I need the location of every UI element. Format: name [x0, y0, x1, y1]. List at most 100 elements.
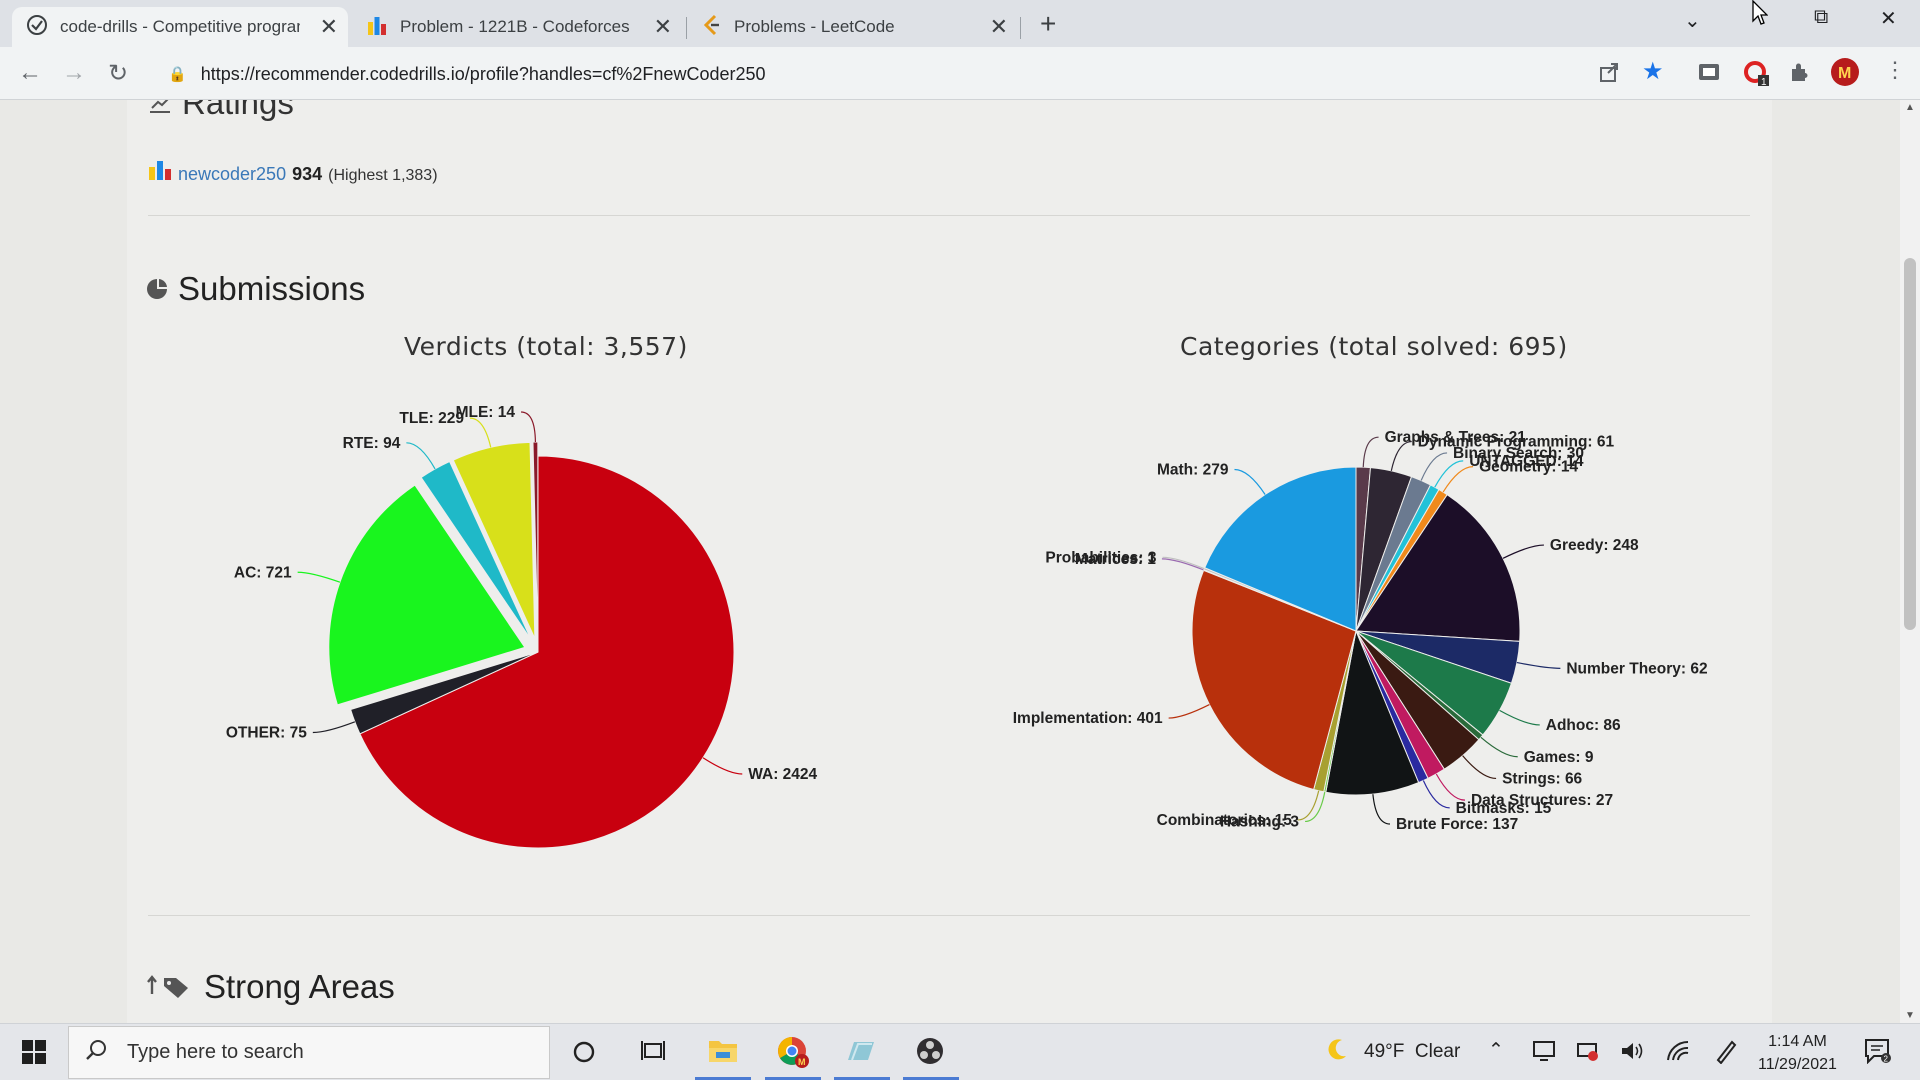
volume-icon[interactable]: [1620, 1040, 1644, 1067]
label-connector: [1480, 736, 1518, 758]
label-connector: [1499, 709, 1540, 726]
profile-icon[interactable]: M: [1830, 57, 1860, 87]
url-text: https://recommender.codedrills.io/profil…: [200, 63, 766, 84]
category-label: Greedy: 248: [1550, 537, 1639, 554]
taskbar-search[interactable]: Type here to search: [68, 1026, 550, 1079]
ratings-heading: Ratings: [148, 100, 294, 122]
category-label: Brute Force: 137: [1396, 816, 1518, 833]
verdict-slice[interactable]: [452, 441, 536, 639]
cortana-icon[interactable]: [572, 1040, 596, 1069]
puzzle-extensions-icon[interactable]: [1788, 61, 1812, 85]
scroll-down-icon[interactable]: ▼: [1905, 1010, 1915, 1021]
close-tab-icon[interactable]: ✕: [653, 14, 672, 39]
label-connector: [1234, 468, 1266, 495]
leetcode-icon: [702, 14, 722, 41]
label-connector: [1422, 780, 1450, 809]
close-tab-icon[interactable]: ✕: [319, 14, 338, 39]
scroll-up-icon[interactable]: ▲: [1905, 102, 1915, 113]
category-label: Math: 279: [1157, 462, 1229, 479]
restore-window-icon[interactable]: ⧉: [1814, 6, 1829, 28]
category-label: Implementation: 401: [1013, 710, 1163, 727]
tab-divider: [686, 17, 687, 39]
verdict-slice[interactable]: [359, 455, 735, 849]
tab-codeforces[interactable]: Problem - 1221B - Codeforces ✕: [352, 7, 682, 47]
opera-extension-icon[interactable]: 1: [1744, 61, 1769, 88]
strong-areas-heading: Strong Areas: [146, 968, 395, 1006]
pen-icon[interactable]: [1714, 1038, 1738, 1069]
moon-icon: [1326, 1038, 1348, 1067]
verdict-label: AC: 721: [234, 564, 292, 581]
tab-title: code-drills - Competitive program: [60, 17, 300, 36]
label-connector: [469, 417, 492, 448]
label-connector: [1162, 556, 1205, 570]
label-connector: [1297, 790, 1320, 821]
notification-icon[interactable]: 2: [1864, 1038, 1892, 1069]
divider: [148, 915, 1750, 916]
label-connector: [406, 442, 436, 470]
active-app-indicator: [695, 1077, 751, 1080]
task-view-icon[interactable]: [640, 1038, 666, 1069]
label-connector: [1362, 436, 1379, 468]
weather-text[interactable]: 49°F Clear: [1364, 1041, 1461, 1062]
label-connector: [312, 721, 356, 734]
label-connector: [1434, 460, 1464, 488]
label-connector: [1168, 704, 1210, 719]
category-slice[interactable]: [1355, 493, 1521, 642]
back-icon[interactable]: ←: [18, 59, 42, 86]
category-label: Binary Search: 30: [1453, 445, 1584, 462]
share-icon[interactable]: [1598, 61, 1622, 85]
chevron-up-icon[interactable]: ⌃: [1488, 1040, 1504, 1061]
category-label: Matrices: 1: [1075, 551, 1156, 568]
page-scrollbar[interactable]: ▲ ▼: [1900, 100, 1920, 1023]
categories-chart-title: Categories (total solved: 695): [1180, 332, 1568, 361]
reload-icon[interactable]: ↻: [108, 60, 129, 87]
svg-text:M: M: [1838, 65, 1851, 82]
svg-text:M: M: [798, 1057, 806, 1067]
active-app-indicator: [834, 1077, 890, 1080]
close-window-icon[interactable]: ✕: [1880, 8, 1897, 30]
category-label: Adhoc: 86: [1546, 717, 1621, 734]
notes-app-icon[interactable]: [846, 1038, 876, 1069]
wifi-icon[interactable]: [1666, 1040, 1690, 1067]
new-tab-button[interactable]: +: [1040, 8, 1057, 39]
rating-row: newcoder250 934 (Highest 1,383): [148, 160, 438, 185]
check-circle-icon: [26, 14, 48, 41]
tab-leetcode[interactable]: Problems - LeetCode ✕: [688, 7, 1018, 47]
menu-icon[interactable]: ⋮: [1884, 57, 1906, 82]
security-icon[interactable]: [1576, 1040, 1600, 1067]
category-label: Data Structures: 27: [1471, 792, 1613, 809]
verdict-label: RTE: 94: [343, 435, 401, 452]
cursor-icon: [1752, 0, 1769, 26]
verdict-slice[interactable]: [328, 484, 526, 706]
address-bar[interactable]: 🔒 https://recommender.codedrills.io/prof…: [156, 54, 1656, 94]
obs-icon[interactable]: [916, 1037, 944, 1070]
label-connector: [1161, 558, 1204, 571]
close-tab-icon[interactable]: ✕: [989, 14, 1008, 39]
category-slice[interactable]: [1204, 466, 1357, 632]
display-icon[interactable]: [1532, 1040, 1556, 1067]
chrome-icon[interactable]: M: [776, 1035, 810, 1074]
clock-date: 11/29/2021: [1758, 1056, 1837, 1073]
tab-divider: [1020, 17, 1021, 39]
page-viewport: Ratings newcoder250 934 (Highest 1,383) …: [0, 100, 1920, 1023]
scrollbar-thumb[interactable]: [1904, 258, 1916, 630]
label-connector: [1516, 661, 1561, 669]
category-slice[interactable]: [1325, 629, 1420, 796]
tab-search-icon[interactable]: ⌄: [1684, 10, 1701, 32]
category-label: Games: 9: [1524, 749, 1594, 766]
clock[interactable]: 1:14 AM 11/29/2021: [1758, 1030, 1837, 1076]
label-connector: [520, 411, 537, 443]
handle-link[interactable]: newcoder250: [178, 164, 287, 184]
extension-icon[interactable]: [1698, 61, 1722, 85]
lock-icon[interactable]: 🔒: [168, 66, 187, 83]
tab-code-drills[interactable]: code-drills - Competitive program ✕: [12, 7, 348, 47]
chart-line-icon: [148, 100, 172, 122]
bar-chart-icon: [148, 160, 174, 185]
label-connector: [297, 571, 341, 583]
star-icon[interactable]: ★: [1642, 58, 1664, 85]
label-connector: [1502, 544, 1544, 559]
windows-icon[interactable]: [22, 1040, 46, 1069]
file-explorer-icon[interactable]: [708, 1036, 738, 1069]
forward-icon[interactable]: →: [62, 59, 86, 86]
